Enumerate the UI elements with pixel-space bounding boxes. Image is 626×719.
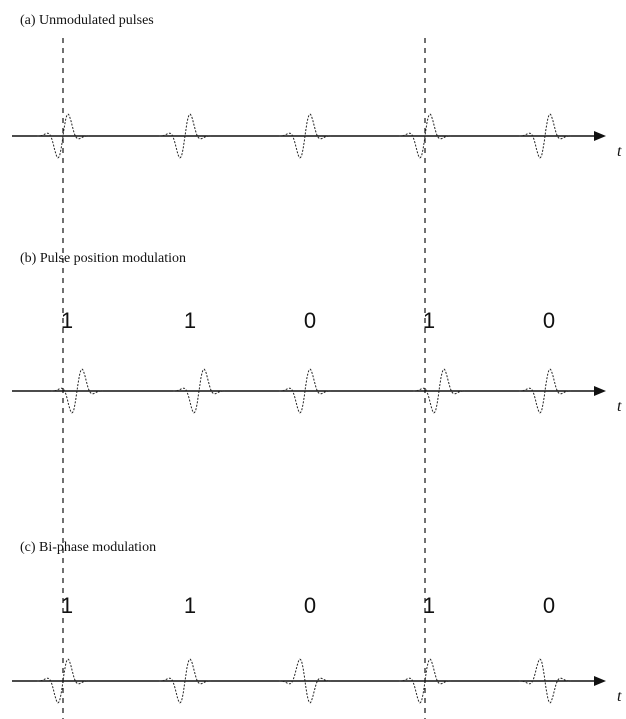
- pulse-waveform-1: [37, 658, 89, 704]
- panel-c-bits: 1 1 0 1 0: [61, 593, 555, 618]
- pulse-waveform-3: [279, 658, 331, 704]
- panel-b-axis-label: t: [617, 398, 622, 415]
- pulse-waveform-3: [279, 113, 331, 159]
- panel-b-bit-1: 1: [61, 308, 73, 333]
- panel-c-pulses: [37, 658, 571, 704]
- panel-biphase: (c) Bi-phase modulation 1 1 0 1 0 t: [12, 540, 622, 705]
- panel-c-bit-1: 1: [61, 593, 73, 618]
- pulse-waveform-1: [51, 368, 103, 414]
- pulse-waveform-4: [399, 113, 451, 159]
- panel-ppm: (b) Pulse position modulation 1 1 0 1 0 …: [12, 251, 622, 415]
- pulse-waveform-1: [37, 113, 89, 159]
- panel-c-title: (c) Bi-phase modulation: [20, 540, 156, 555]
- panel-b-bit-4: 1: [423, 308, 435, 333]
- panel-unmodulated: (a) Unmodulated pulses t: [12, 13, 622, 160]
- panel-b-pulses: [51, 368, 571, 414]
- panel-b-title: (b) Pulse position modulation: [20, 251, 186, 266]
- pulse-waveform-4: [399, 658, 451, 704]
- pulse-waveform-5: [519, 113, 571, 159]
- panel-b-bit-5: 0: [543, 308, 555, 333]
- panel-a-axis-label: t: [617, 143, 622, 160]
- pulse-waveform-2: [159, 113, 211, 159]
- panel-c-bit-4: 1: [423, 593, 435, 618]
- panel-c-axis-label: t: [617, 688, 622, 705]
- panel-c-axis-arrowhead: [594, 676, 606, 686]
- panel-c-bit-2: 1: [184, 593, 196, 618]
- panel-a-pulses: [37, 113, 571, 159]
- pulse-waveform-2: [159, 658, 211, 704]
- pulse-waveform-5: [519, 658, 571, 704]
- panel-b-bits: 1 1 0 1 0: [61, 308, 555, 333]
- pulse-waveform-3: [279, 368, 331, 414]
- panel-b-bit-3: 0: [304, 308, 316, 333]
- panel-c-bit-3: 0: [304, 593, 316, 618]
- panel-b-axis-arrowhead: [594, 386, 606, 396]
- pulse-waveform-5: [519, 368, 571, 414]
- pulse-waveform-4: [413, 368, 465, 414]
- panel-c-bit-5: 0: [543, 593, 555, 618]
- panel-a-axis-arrowhead: [594, 131, 606, 141]
- panel-a-title: (a) Unmodulated pulses: [20, 13, 154, 28]
- panel-b-bit-2: 1: [184, 308, 196, 333]
- pulse-waveform-2: [173, 368, 225, 414]
